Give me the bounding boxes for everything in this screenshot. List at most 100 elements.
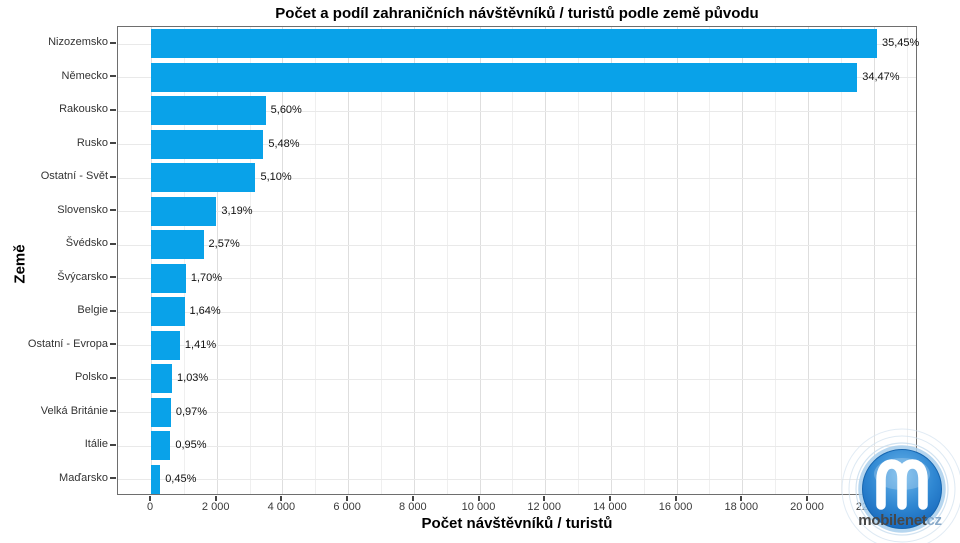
bar-percent-label: 5,48% (268, 137, 300, 150)
gridline-minor (446, 27, 448, 494)
y-axis-tick (110, 41, 116, 44)
y-axis-tick (110, 443, 116, 446)
gridline-minor (775, 27, 777, 494)
gridline-major (873, 27, 875, 494)
bar-percent-label: 2,57% (208, 238, 240, 250)
bar-percent-label: 34,47% (862, 70, 900, 83)
x-axis-tick (543, 496, 546, 501)
y-axis-tick (110, 309, 116, 312)
gridline-major (282, 27, 284, 494)
bar-Švýcarsko (151, 263, 186, 293)
y-axis-tick (110, 410, 116, 413)
y-axis-label: Maďarsko (59, 471, 108, 484)
x-axis-tick (674, 496, 677, 501)
gridline-major (216, 27, 218, 494)
x-axis-tick (740, 496, 743, 501)
gridline-minor (906, 27, 908, 494)
y-axis-label: Rusko (76, 136, 108, 149)
gridline-major (610, 27, 612, 494)
ripple-rings-icon (841, 428, 960, 543)
x-axis-tick (214, 496, 217, 501)
x-axis-tick (608, 496, 611, 501)
x-axis-tick-label: 8 000 (399, 501, 427, 513)
gridline-horizontal (118, 110, 916, 112)
bar-percent-label: 1,64% (189, 305, 221, 317)
x-axis-tick (346, 496, 349, 501)
x-axis-tick-label: 4 000 (267, 501, 296, 513)
bar-percent-label: 3,19% (221, 204, 253, 217)
bar-percent-label: 5,60% (270, 104, 302, 116)
bar-percent-label: 1,03% (177, 372, 209, 384)
m-monogram-icon (876, 459, 928, 510)
x-axis-tick-label: 20 000 (790, 501, 824, 513)
gridline-horizontal (118, 177, 916, 179)
y-axis-label: Ostatní - Svět (40, 170, 108, 182)
gridline-minor (183, 27, 185, 494)
x-axis-tick-label: 12 000 (527, 501, 562, 513)
bar-percent-label: 5,10% (260, 171, 292, 183)
gridline-horizontal (118, 445, 916, 447)
x-axis-tick (411, 496, 414, 501)
x-axis-tick-label: 14 000 (593, 501, 627, 513)
mobilenet-watermark: mobilenetcz (841, 428, 960, 543)
gridline-minor (709, 27, 711, 494)
bar-Ostatní - Svět (151, 163, 256, 193)
y-axis-label: Belgie (77, 304, 108, 316)
gridline-minor (512, 27, 514, 494)
gridline-minor (315, 27, 317, 494)
y-axis-label: Rakousko (59, 103, 108, 115)
bar-percent-label: 0,45% (165, 472, 197, 485)
gridline-minor (578, 27, 580, 494)
bar-Velká Británie (151, 397, 171, 427)
bar-percent-label: 0,95% (175, 439, 207, 451)
gridline-minor (380, 27, 382, 494)
gridline-major (545, 27, 547, 494)
x-axis-tick (806, 496, 808, 501)
gridline-horizontal (118, 378, 916, 380)
gridline-major (808, 27, 809, 494)
gridline-major (348, 27, 350, 494)
bar-Slovensko (151, 196, 217, 226)
bar-percent-label: 1,70% (190, 271, 223, 284)
x-axis-tick (477, 496, 480, 501)
bar-Itálie (151, 431, 171, 461)
gridline-minor (643, 27, 645, 494)
gridline-minor (840, 27, 842, 494)
x-axis-title: Počet návštěvníků / turistů (421, 515, 613, 532)
y-axis-label: Polsko (74, 371, 108, 383)
x-axis-tick-label: 16 000 (658, 501, 693, 513)
x-axis-tick-label: 6 000 (333, 501, 361, 513)
gridline-horizontal (118, 278, 916, 280)
y-axis-tick (110, 242, 116, 245)
gridline-horizontal (118, 244, 916, 246)
gridline-major (413, 27, 415, 494)
bar-Polsko (151, 364, 173, 394)
x-axis-tick-label: 10 000 (461, 501, 496, 513)
gridline-horizontal (118, 144, 916, 146)
bar-Belgie (151, 297, 185, 327)
y-axis-label: Slovensko (57, 203, 108, 216)
y-axis-tick (110, 343, 116, 346)
bar-Rusko (151, 129, 264, 159)
y-axis-label: Švédsko (65, 237, 108, 249)
x-axis-tick-label: 0 (146, 501, 154, 513)
bar-percent-label: 0,97% (175, 405, 208, 418)
gridline-horizontal (118, 345, 916, 347)
x-axis-tick (149, 496, 151, 501)
y-axis-tick (110, 209, 116, 212)
gridline-minor (249, 27, 251, 494)
bar-Německo (151, 62, 858, 92)
chart-title: Počet a podíl zahraničních návštěvníků /… (275, 5, 759, 22)
y-axis-label: Nizozemsko (48, 36, 108, 48)
y-axis-tick (110, 108, 116, 111)
logo-halo (858, 445, 946, 533)
bar-Nizozemsko (151, 29, 877, 59)
bar-Maďarsko (151, 464, 161, 494)
bar-percent-label: 1,41% (184, 338, 217, 351)
y-axis-tick (110, 75, 116, 78)
gridline-horizontal (118, 311, 916, 313)
y-axis-label: Německo (61, 69, 108, 82)
watermark-text: mobilenetcz (858, 512, 941, 529)
gridline-horizontal (118, 412, 916, 414)
